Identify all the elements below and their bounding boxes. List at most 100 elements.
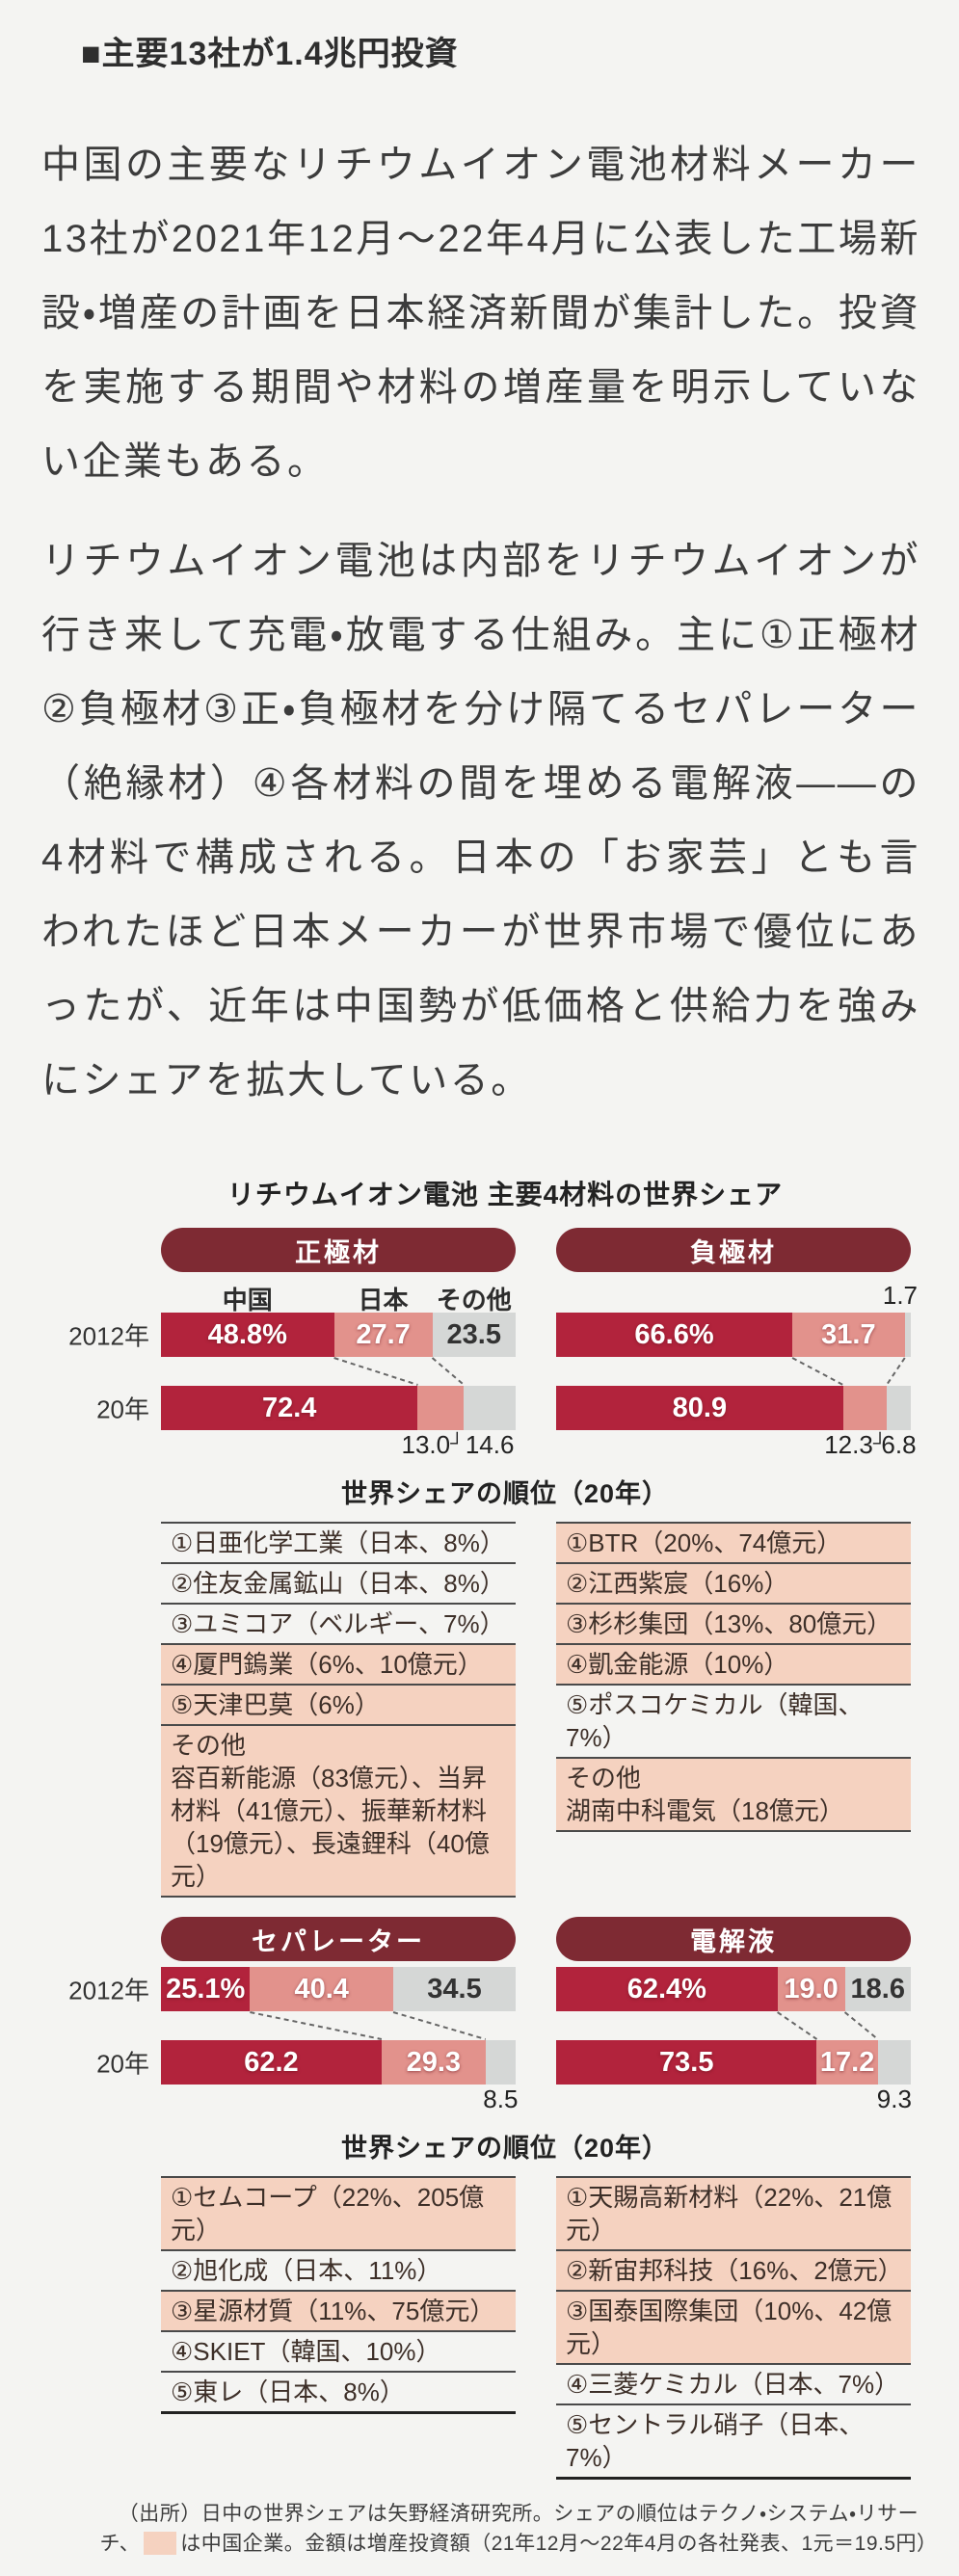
corner-tick-icon: ┘ <box>450 1433 465 1454</box>
below-value: 14.6 <box>465 1430 515 1459</box>
connector-gap-cathode <box>161 1357 516 1386</box>
year-label: 2012年 <box>68 1976 149 2005</box>
corner-tick-icon: ┘ <box>872 1433 887 1454</box>
segment-japan: 31.7 <box>792 1313 905 1357</box>
stacked-bar-separator-0: 25.1% 40.4 34.5 <box>161 1967 516 2011</box>
segment-value: 62.4% <box>626 1973 706 2005</box>
segment-other <box>877 2040 911 2085</box>
below-value: 9.3 <box>876 2085 912 2113</box>
material-chart-electrolyte: 電解液 62.4% 19.0 18.6 73.5 17.2 9.3 <box>556 1917 912 2117</box>
ranking-row-anode-3: ③杉杉集団（13%、80億元） <box>556 1605 911 1645</box>
segment-value: 27.7 <box>356 1318 411 1350</box>
material-pill-cathode: 正極材 <box>161 1228 516 1272</box>
ranking-row-cathode-5: ⑤天津巴莫（6%） <box>161 1686 516 1726</box>
segment-japan <box>842 1386 887 1430</box>
material-pill-electrolyte: 電解液 <box>556 1917 911 1961</box>
ranking-row-anode-5: ⑤ポスコケミカル（韓国、7%） <box>556 1686 911 1759</box>
charts-top-pair: 正極材中国 日本 その他 2012年 48.8% 27.7 23.5 20年 72.4 13.0┘… <box>68 1228 918 1463</box>
below-value: 6.8 <box>881 1430 917 1459</box>
segment-other: 18.6 <box>844 1967 911 2011</box>
ranking-table-cathode: ①日亜化学工業（日本、8%） ②住友金属鉱山（日本、8%） ③ユミコア（ベルギー、7… <box>161 1522 516 1898</box>
year-label: 2012年 <box>68 1321 149 1351</box>
segment-value: 23.5 <box>446 1318 501 1350</box>
source-note: （出所）日中の世界シェアは矢野経済研究所。シェアの順位はテクノ・システム・リサー… <box>99 2499 938 2576</box>
ranking-row-anode-1: ①BTR（20%、74億元） <box>556 1524 911 1564</box>
segment-china: 25.1% <box>161 1967 251 2011</box>
ranking-row-separator-4: ④SKIET（韓国、10%） <box>161 2332 516 2373</box>
above-labels-cathode: 中国 日本 その他 <box>161 1278 516 1315</box>
below-value: 12.3┘ <box>824 1430 887 1459</box>
segment-value: 48.8% <box>207 1318 287 1350</box>
bar-row-cathode-1: 20年 72.4 <box>96 1386 516 1430</box>
segment-other: 23.5 <box>432 1313 516 1357</box>
ranking-top-pair: ①日亜化学工業（日本、8%） ②住友金属鉱山（日本、8%） ③ユミコア（ベルギー、7… <box>99 1522 911 1898</box>
bar-row-electrolyte-1: 73.5 17.2 <box>556 2040 911 2085</box>
segment-value: 25.1% <box>166 1973 246 2005</box>
ranking-row-separator-3: ③星源材質（11%、75億元） <box>161 2292 516 2332</box>
material-chart-anode: 負極材 1.7 66.6% 31.7 80.9 12.3┘ 6.8 <box>556 1228 918 1463</box>
source-note-text-2: は中国企業。金額は増産投資額（21年12月～22年4月の各社発表、1元＝19.5… <box>180 2533 938 2555</box>
connector-gap-separator <box>161 2011 516 2040</box>
stacked-bar-separator-1: 62.2 29.3 <box>161 2040 516 2085</box>
ranking-row-electrolyte-1: ①天賜高新材料（22%、21億元） <box>556 2178 911 2251</box>
ranking-row-electrolyte-2: ②新宙邦科技（16%、2億元） <box>556 2251 911 2292</box>
year-label: 20年 <box>96 2049 149 2079</box>
ranking-row-separator-1: ①セムコープ（22%、205億元） <box>161 2178 516 2251</box>
segment-japan: 29.3 <box>381 2040 486 2085</box>
below-labels-anode: 12.3┘ 6.8 <box>556 1430 916 1463</box>
bar-row-anode-0: 66.6% 31.7 <box>556 1313 911 1357</box>
segment-value: 19.0 <box>784 1973 839 2005</box>
segment-china: 62.4% <box>556 1967 778 2011</box>
segment-value: 34.5 <box>427 1973 482 2005</box>
connector-gap-anode <box>556 1357 911 1386</box>
ranking-heading-bottom: 世界シェアの順位（20年） <box>340 2134 670 2163</box>
bar-row-separator-0: 2012年 25.1% 40.4 34.5 <box>68 1967 516 2011</box>
stacked-bar-anode-1: 80.9 <box>556 1386 911 1430</box>
stacked-bar-anode-0: 66.6% 31.7 <box>556 1313 911 1357</box>
ranking-heading-top: 世界シェアの順位（20年） <box>340 1479 670 1508</box>
segment-china: 73.5 <box>556 2040 817 2085</box>
stacked-bar-electrolyte-1: 73.5 17.2 <box>556 2040 911 2085</box>
segment-other <box>904 1313 911 1357</box>
segment-china: 72.4 <box>161 1386 418 1430</box>
segment-value: 73.5 <box>659 2046 714 2078</box>
segment-japan: 27.7 <box>333 1313 433 1357</box>
ranking-row-anode-6: その他 湖南中科電気（18億元） <box>556 1759 911 1832</box>
ranking-row-anode-4: ④凱金能源（10%） <box>556 1645 911 1686</box>
segment-other <box>464 1386 516 1430</box>
material-pill-anode: 負極材 <box>556 1228 911 1272</box>
segment-japan: 17.2 <box>816 2040 878 2085</box>
segment-china: 62.2 <box>161 2040 382 2085</box>
ranking-row-separator-2: ②旭化成（日本、11%） <box>161 2251 516 2292</box>
segment-value: 17.2 <box>819 2046 875 2078</box>
segment-value: 18.6 <box>850 1973 905 2005</box>
paragraph-2: リチウムイオン電池は内部をリチウムイオンが行き来して充電・放電する仕組み。主に①… <box>41 540 920 1102</box>
bar-row-separator-1: 20年 62.2 29.3 <box>96 2040 516 2085</box>
below-labels-cathode: 13.0┘ 14.6 <box>161 1430 516 1463</box>
ranking-row-cathode-3: ③ユミコア（ベルギー、7%） <box>161 1605 516 1645</box>
ranking-row-electrolyte-3: ③国泰国際集団（10%、42億元） <box>556 2292 911 2365</box>
ranking-table-anode: ①BTR（20%、74億元） ②江西紫宸（16%） ③杉杉集団（13%、80億元） ④… <box>556 1522 911 1898</box>
dashed-connector-lines <box>250 2011 487 2040</box>
connector-gap-electrolyte <box>556 2011 911 2040</box>
ranking-row-electrolyte-4: ④三菱ケミカル（日本、7%） <box>556 2365 911 2405</box>
series-label-other: その他 <box>436 1286 512 1315</box>
segment-value: 31.7 <box>821 1318 876 1350</box>
bar-row-anode-1: 80.9 <box>556 1386 911 1430</box>
ranking-row-separator-5: ⑤東レ（日本、8%） <box>161 2373 516 2414</box>
segment-value: 40.4 <box>294 1973 349 2005</box>
stacked-bar-electrolyte-0: 62.4% 19.0 18.6 <box>556 1967 911 2011</box>
below-value: 8.5 <box>483 2085 519 2113</box>
ranking-bottom-pair: ①セムコープ（22%、205億元） ②旭化成（日本、11%） ③星源材質（11%、7… <box>99 2176 911 2480</box>
paragraph-1: 中国の主要なリチウムイオン電池材料メーカー13社が2021年12月～22年4月に… <box>41 144 920 483</box>
ranking-row-cathode-1: ①日亜化学工業（日本、8%） <box>161 1524 516 1564</box>
series-label-china: 中国 <box>222 1286 273 1315</box>
ranking-row-cathode-2: ②住友金属鉱山（日本、8%） <box>161 1564 516 1605</box>
segment-other <box>886 1386 911 1430</box>
segment-china: 80.9 <box>556 1386 843 1430</box>
below-value: 13.0┘ <box>401 1430 465 1459</box>
bar-row-cathode-0: 2012年 48.8% 27.7 23.5 <box>68 1313 516 1357</box>
segment-japan: 19.0 <box>777 1967 845 2011</box>
ranking-row-anode-2: ②江西紫宸（16%） <box>556 1564 911 1605</box>
above-labels-anode: 1.7 <box>556 1278 918 1313</box>
